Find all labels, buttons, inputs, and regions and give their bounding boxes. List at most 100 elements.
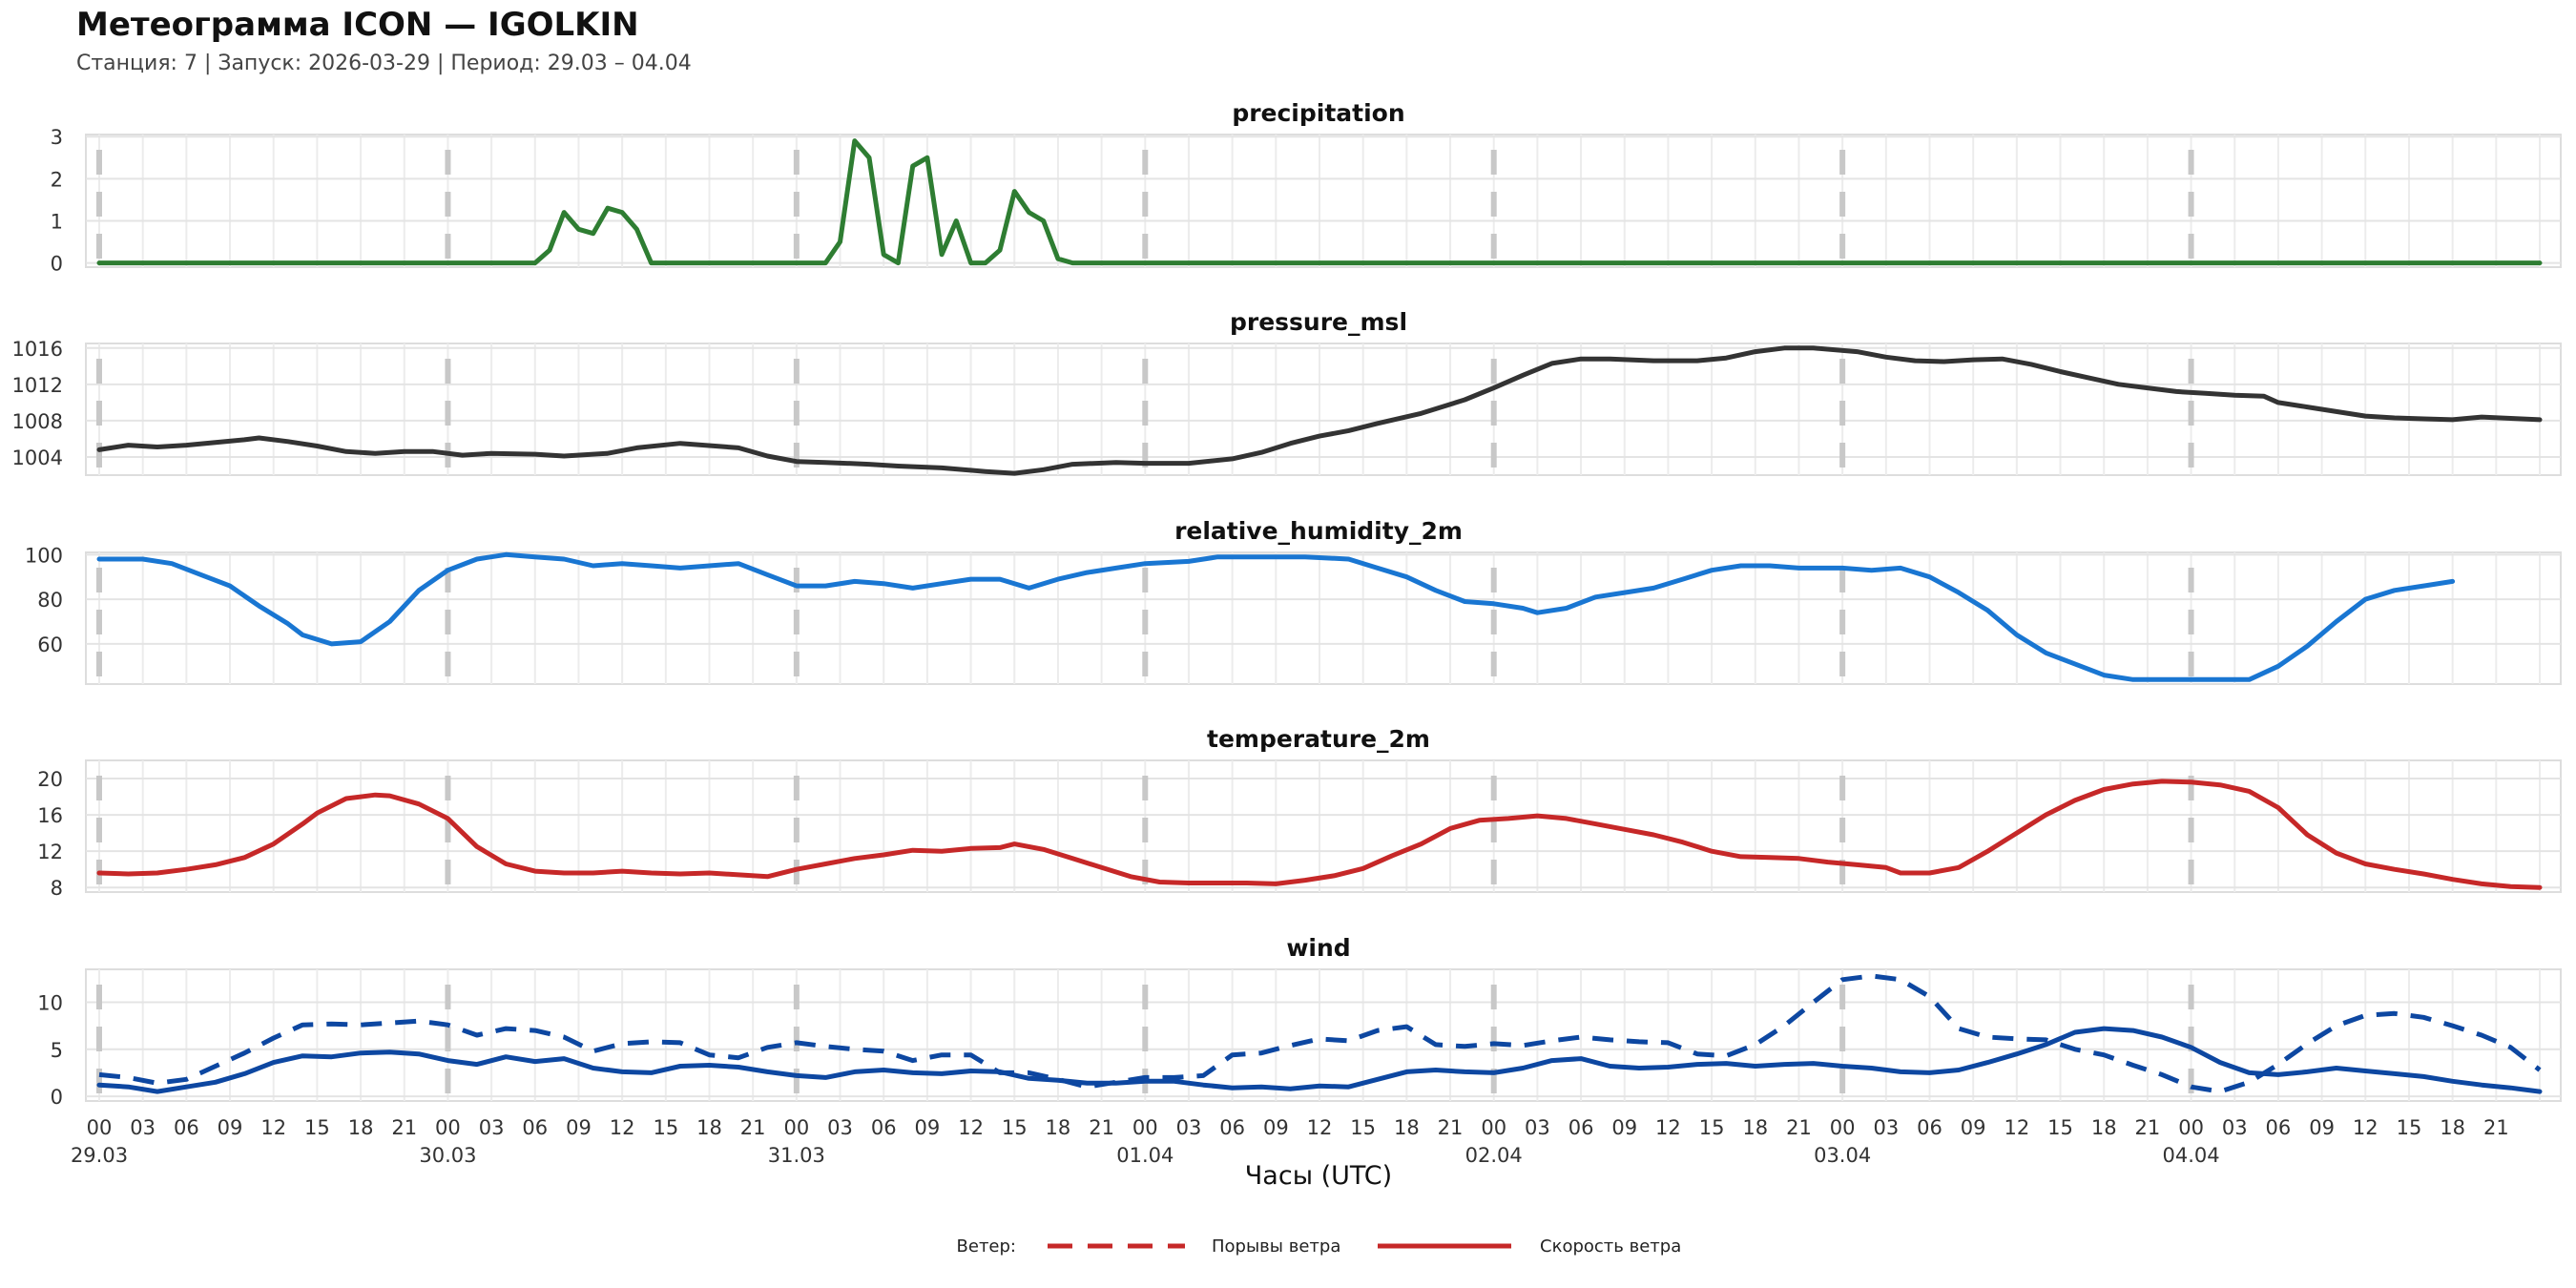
legend: Ветер: Порывы ветра Скорость ветра: [957, 1236, 1682, 1257]
x-tick-hour: 18: [348, 1116, 374, 1139]
y-tick-label: 100: [25, 544, 63, 567]
x-tick-hour: 12: [1307, 1116, 1333, 1139]
x-tick-hour: 15: [2047, 1116, 2073, 1139]
x-tick-hour: 15: [1350, 1116, 1376, 1139]
y-tick-label: 1: [51, 210, 63, 233]
x-tick-hour: 21: [1089, 1116, 1114, 1139]
series-line-wind-gusts: [98, 973, 2542, 1094]
x-tick-hour: 00: [1481, 1116, 1506, 1139]
y-tick-label: 12: [37, 841, 63, 863]
x-tick-hour: 06: [1917, 1116, 1942, 1139]
y-tick-label: 20: [37, 768, 63, 791]
series-line-pressure_msl: [96, 345, 2543, 476]
x-tick-hour: 21: [2483, 1116, 2509, 1139]
x-tick-hour: 12: [958, 1116, 984, 1139]
x-tick-hour: 18: [1046, 1116, 1071, 1139]
legend-title: Ветер:: [957, 1236, 1016, 1257]
panel-temperature_2m: 8 12 16 20 temperature_2m: [37, 725, 2562, 900]
x-tick-hour: 00: [1132, 1116, 1158, 1139]
x-tick-hour: 03: [827, 1116, 853, 1139]
legend-gust-label: Порывы ветра: [1212, 1236, 1340, 1257]
x-tick-hour: 21: [1438, 1116, 1464, 1139]
y-tick-label: 16: [37, 804, 63, 827]
y-tick-label: 2: [51, 168, 63, 191]
x-tick-hour: 06: [871, 1116, 897, 1139]
x-tick-hour: 21: [1786, 1116, 1812, 1139]
y-tick-label: 1004: [12, 447, 63, 469]
y-tick-label: 0: [51, 253, 63, 276]
y-tick-label: 80: [37, 589, 63, 612]
y-tick-label: 5: [51, 1039, 63, 1062]
x-tick-hour: 09: [566, 1116, 592, 1139]
panel-title: wind: [1286, 934, 1350, 962]
x-tick-hour: 18: [2440, 1116, 2465, 1139]
x-tick-hour: 09: [915, 1116, 941, 1139]
y-tick-label: 60: [37, 634, 63, 656]
y-tick-label: 3: [51, 126, 63, 149]
x-tick-hour: 12: [2004, 1116, 2029, 1139]
panel-pressure_msl: 1004 1008 1012 1016 pressure_msl: [12, 308, 2562, 476]
panel-precipitation: 0 1 2 3 precipitation: [51, 99, 2562, 276]
x-tick-hour: 03: [1525, 1116, 1550, 1139]
x-tick-hour: 06: [174, 1116, 199, 1139]
series-line-relative_humidity_2m: [96, 551, 2456, 682]
series-line-temperature_2m: [96, 779, 2543, 890]
panel-title: precipitation: [1232, 99, 1404, 127]
x-axis-label: Часы (UTC): [1245, 1161, 1392, 1191]
page-title: Метеограмма ICON — IGOLKIN: [76, 6, 639, 44]
x-tick-day: 04.04: [2163, 1144, 2220, 1167]
x-tick-day: 01.04: [1116, 1144, 1174, 1167]
x-tick-hour: 06: [2266, 1116, 2292, 1139]
x-tick-hour: 09: [2309, 1116, 2335, 1139]
x-tick-hour: 06: [1568, 1116, 1594, 1139]
x-tick-hour: 09: [1611, 1116, 1637, 1139]
page-subtitle: Станция: 7 | Запуск: 2026-03-29 | Период…: [76, 52, 692, 75]
x-tick-hour: 15: [2397, 1116, 2422, 1139]
legend-speed-label: Скорость ветра: [1540, 1236, 1681, 1257]
panel-title: relative_humidity_2m: [1174, 517, 1463, 545]
x-tick-hour: 15: [1002, 1116, 1028, 1139]
x-tick-day: 31.03: [768, 1144, 825, 1167]
x-tick-hour: 00: [2178, 1116, 2204, 1139]
x-tick-day: 02.04: [1465, 1144, 1523, 1167]
x-tick-hour: 12: [2353, 1116, 2379, 1139]
x-tick-hour: 21: [2135, 1116, 2161, 1139]
x-tick-hour: 00: [783, 1116, 809, 1139]
x-tick-hour: 12: [610, 1116, 635, 1139]
y-tick-label: 1008: [12, 410, 63, 433]
x-tick-hour: 21: [391, 1116, 417, 1139]
x-tick-day: 30.03: [419, 1144, 476, 1167]
x-tick-day: 03.04: [1814, 1144, 1871, 1167]
panel-relative_humidity_2m: 60 80 100 relative_humidity_2m: [25, 517, 2562, 685]
x-tick-hour: 00: [1830, 1116, 1856, 1139]
x-tick-hour: 00: [435, 1116, 461, 1139]
panel-title: temperature_2m: [1207, 725, 1430, 753]
x-tick-hour: 12: [1655, 1116, 1681, 1139]
y-tick-label: 1016: [12, 338, 63, 361]
x-tick-hour: 09: [218, 1116, 243, 1139]
x-tick-hour: 00: [87, 1116, 113, 1139]
x-tick-hour: 09: [1961, 1116, 1986, 1139]
x-tick-hour: 18: [696, 1116, 722, 1139]
y-tick-label: 8: [51, 877, 63, 900]
y-tick-label: 0: [51, 1086, 63, 1109]
x-tick-hour: 18: [1394, 1116, 1420, 1139]
x-tick-hour: 09: [1263, 1116, 1289, 1139]
panel-wind: 0 5 10 wind: [37, 934, 2562, 1109]
series-line-wind: [96, 1026, 2543, 1094]
x-tick-hour: 18: [2091, 1116, 2117, 1139]
x-tick-hour: 03: [2222, 1116, 2248, 1139]
x-tick-hour: 15: [653, 1116, 678, 1139]
x-tick-hour: 03: [479, 1116, 505, 1139]
series-line-precipitation: [96, 138, 2543, 266]
x-tick-day: 29.03: [71, 1144, 128, 1167]
x-tick-hour: 15: [1699, 1116, 1725, 1139]
y-tick-label: 1012: [12, 374, 63, 397]
x-tick-hour: 06: [522, 1116, 548, 1139]
x-tick-hour: 03: [1176, 1116, 1202, 1139]
x-tick-hour: 03: [1873, 1116, 1899, 1139]
x-tick-hour: 03: [130, 1116, 156, 1139]
panel-title: pressure_msl: [1230, 308, 1407, 336]
x-tick-hour: 06: [1219, 1116, 1245, 1139]
